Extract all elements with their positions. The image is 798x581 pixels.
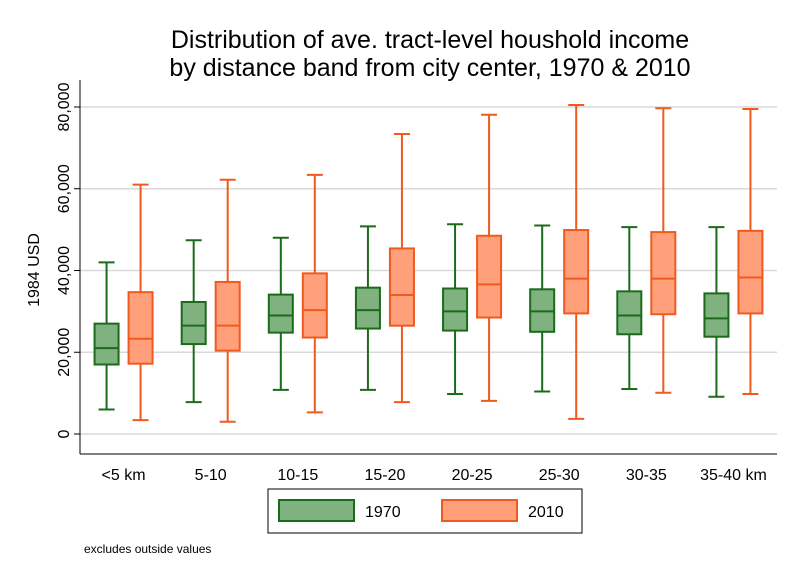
box-1970-7 bbox=[703, 226, 730, 398]
iqr-box-1970-3 bbox=[354, 286, 381, 330]
box-2010-0 bbox=[127, 183, 154, 422]
iqr-box-1970-0 bbox=[93, 322, 120, 366]
y-tick-label-40000: 40,000 bbox=[56, 246, 73, 295]
y-tick-label-20000: 20,000 bbox=[56, 328, 73, 377]
iqr-box-2010-5 bbox=[563, 229, 590, 315]
chart-title-line-2: by distance band from city center, 1970 … bbox=[169, 54, 690, 82]
box-1970-1 bbox=[180, 239, 207, 404]
iqr-box-1970-2 bbox=[267, 293, 294, 334]
iqr-box-1970-1 bbox=[180, 300, 207, 346]
box-2010-3 bbox=[388, 132, 415, 404]
x-category-label-7: 35-40 km bbox=[700, 467, 767, 484]
chart-title: Distribution of ave. tract-level houshol… bbox=[169, 26, 690, 82]
legend-swatch-2010 bbox=[441, 499, 518, 522]
box-1970-2 bbox=[267, 236, 294, 391]
iqr-box-2010-3 bbox=[388, 247, 415, 327]
y-tick-label-0: 0 bbox=[56, 429, 73, 438]
x-category-label-3: 15-20 bbox=[364, 467, 405, 484]
iqr-box-2010-6 bbox=[650, 231, 677, 316]
box-2010-6 bbox=[650, 107, 677, 394]
box-1970-6 bbox=[616, 226, 643, 391]
box-2010-7 bbox=[737, 108, 764, 395]
legend: 1970 2010 bbox=[267, 488, 583, 534]
box-2010-4 bbox=[476, 113, 503, 402]
x-category-label-4: 20-25 bbox=[452, 467, 493, 484]
x-category-label-5: 25-30 bbox=[539, 467, 580, 484]
box-1970-3 bbox=[354, 225, 381, 391]
legend-label-2010: 2010 bbox=[528, 504, 564, 521]
iqr-box-1970-4 bbox=[442, 287, 469, 332]
iqr-box-2010-2 bbox=[301, 272, 328, 339]
box-2010-2 bbox=[301, 173, 328, 414]
chart-title-line-1: Distribution of ave. tract-level houshol… bbox=[171, 26, 689, 54]
x-category-label-6: 30-35 bbox=[626, 467, 667, 484]
box-1970-5 bbox=[529, 224, 556, 393]
box-2010-1 bbox=[214, 178, 241, 423]
footnote: excludes outside values bbox=[84, 542, 211, 556]
grid-lines bbox=[80, 106, 777, 435]
x-axis: <5 km 5-10 10-15 15-20 20-25 25-30 30-35 35-40 … bbox=[80, 453, 777, 484]
iqr-box-1970-6 bbox=[616, 290, 643, 336]
y-axis: 0 20,000 40,000 60,000 80,000 bbox=[56, 80, 81, 454]
box-2010-5 bbox=[563, 103, 590, 420]
legend-label-1970: 1970 bbox=[365, 504, 401, 521]
iqr-box-2010-1 bbox=[214, 280, 241, 352]
box-1970-4 bbox=[442, 223, 469, 395]
x-category-label-0: <5 km bbox=[102, 467, 146, 484]
y-tick-label-80000: 80,000 bbox=[56, 82, 73, 131]
iqr-box-2010-7 bbox=[737, 229, 764, 315]
iqr-box-1970-7 bbox=[703, 292, 730, 338]
x-category-label-1: 5-10 bbox=[195, 467, 227, 484]
y-tick-label-60000: 60,000 bbox=[56, 164, 73, 213]
x-category-label-2: 10-15 bbox=[277, 467, 318, 484]
iqr-box-2010-4 bbox=[476, 234, 503, 319]
y-axis-label: 1984 USD bbox=[26, 233, 43, 307]
box-series bbox=[93, 103, 764, 423]
box-1970-0 bbox=[93, 261, 120, 411]
iqr-box-2010-0 bbox=[127, 291, 154, 365]
legend-swatch-1970 bbox=[278, 499, 355, 522]
